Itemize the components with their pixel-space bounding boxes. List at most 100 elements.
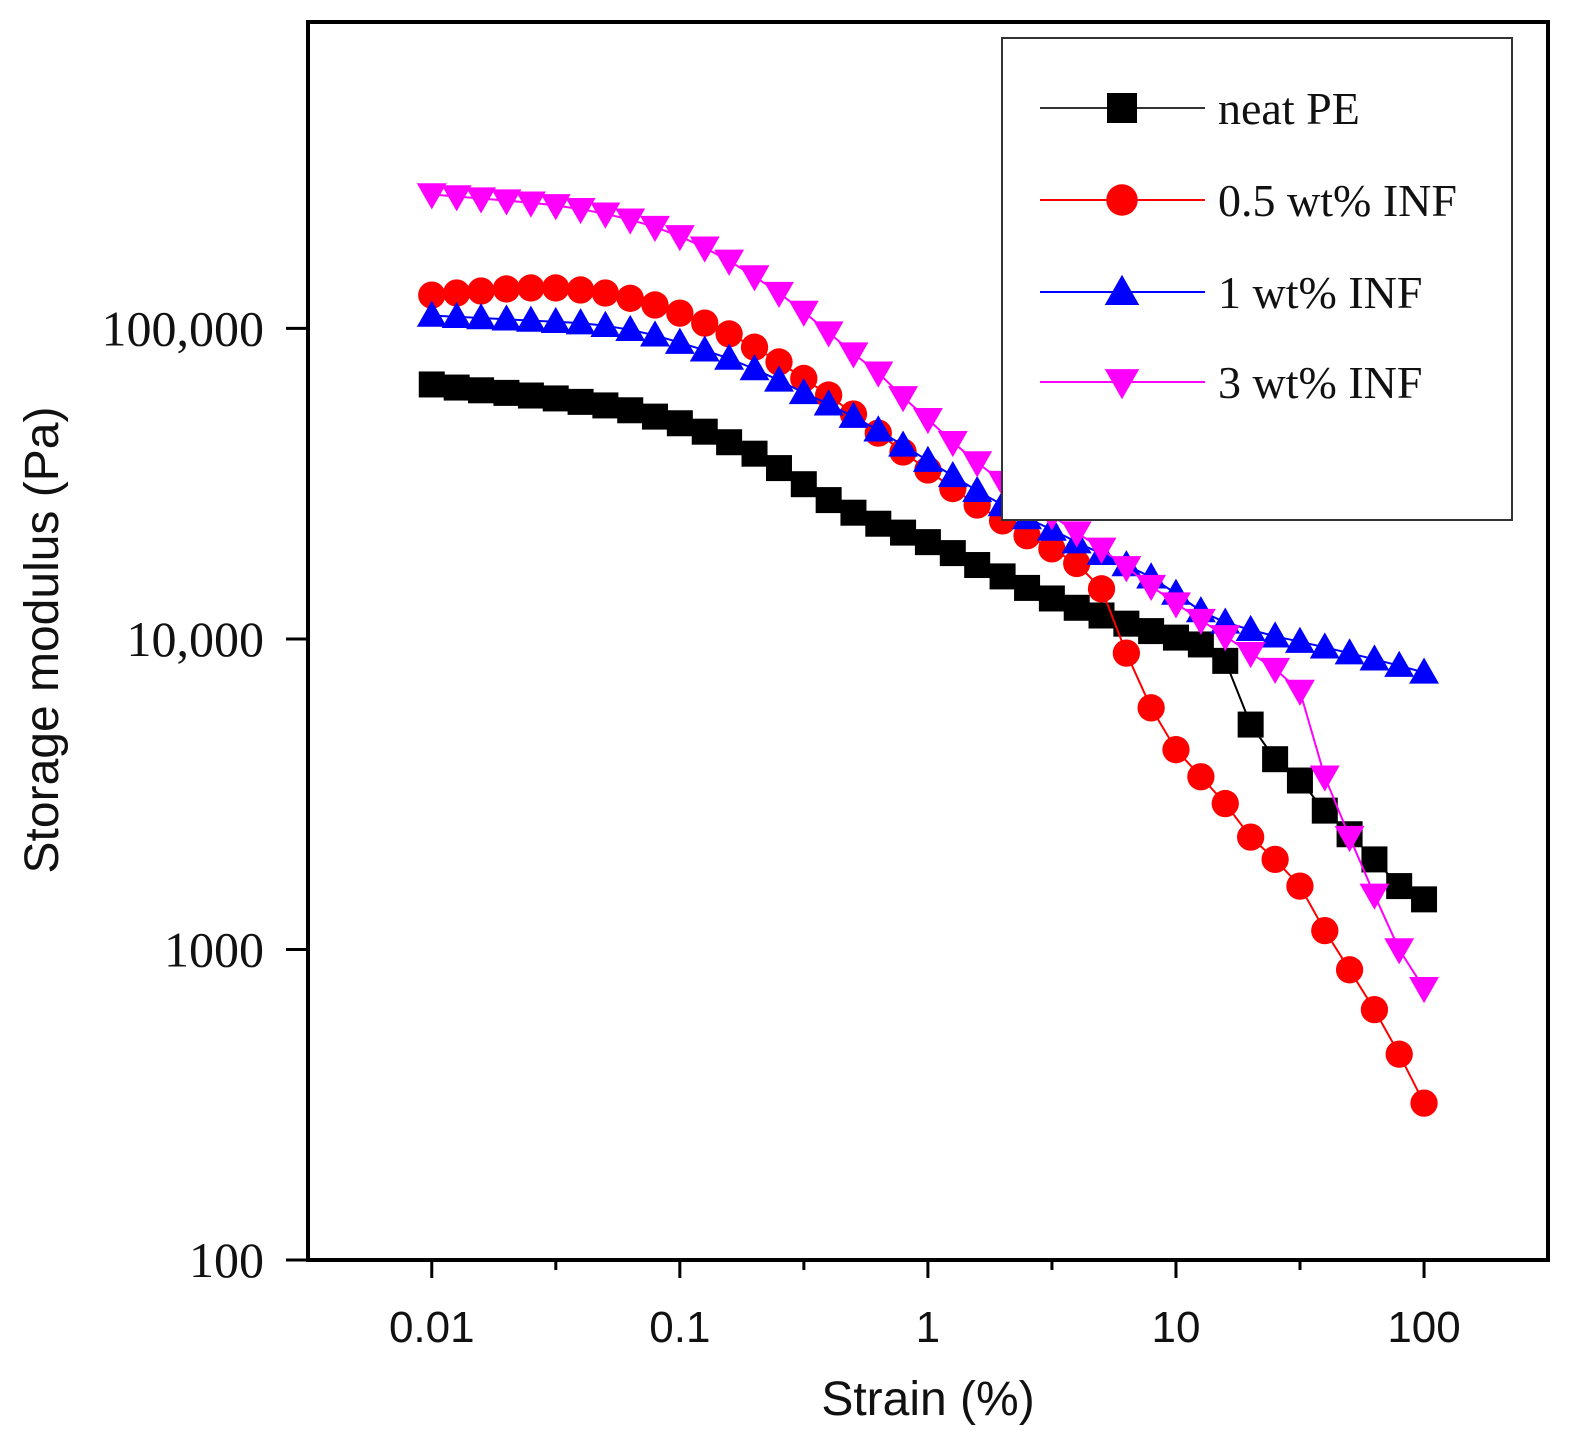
data-point (467, 277, 495, 305)
data-point (441, 301, 472, 329)
data-point (1309, 765, 1340, 792)
data-point (1111, 556, 1142, 583)
data-point (838, 401, 869, 428)
data-point (714, 249, 745, 276)
data-point (567, 388, 594, 415)
data-point (1311, 797, 1338, 824)
data-point (1237, 711, 1264, 738)
data-point (1038, 585, 1065, 612)
x-tick-label: 0.1 (649, 1303, 710, 1352)
y-tick-label: 100,000 (102, 300, 265, 356)
data-point (641, 403, 668, 430)
data-point (912, 445, 943, 472)
data-point (590, 202, 621, 229)
data-point (962, 475, 993, 502)
data-point (937, 460, 968, 488)
data-point (739, 354, 770, 381)
data-point (989, 563, 1016, 590)
data-point (715, 320, 743, 348)
data-point (540, 194, 571, 221)
data-point (416, 183, 447, 210)
legend-item: 0.5 wt% INF (1040, 175, 1457, 226)
data-point (764, 281, 794, 308)
data-point (565, 308, 596, 335)
data-point (1237, 823, 1265, 851)
data-point (1409, 977, 1439, 1004)
data-point (863, 361, 894, 388)
data-point (493, 379, 520, 406)
data-point (1211, 789, 1239, 818)
legend-item: 3 wt% INF (1040, 357, 1422, 408)
data-point (888, 430, 919, 457)
data-point (1384, 938, 1415, 965)
data-point (1235, 614, 1266, 642)
data-point (1087, 575, 1116, 603)
data-point (466, 187, 497, 214)
data-point (592, 392, 619, 419)
x-tick-label: 0.01 (389, 1303, 475, 1352)
data-point (416, 300, 447, 327)
data-point (666, 299, 694, 327)
data-point (1284, 626, 1315, 653)
legend-label: 3 wt% INF (1218, 357, 1422, 408)
data-point (443, 374, 470, 401)
data-point (640, 215, 670, 243)
data-point (664, 327, 695, 354)
legend-label: neat PE (1218, 83, 1360, 134)
data-point (740, 333, 769, 361)
data-point (1410, 1089, 1438, 1117)
data-point (1384, 650, 1415, 677)
data-point (714, 343, 745, 370)
data-point (716, 429, 743, 456)
data-point (1162, 624, 1189, 651)
data-point (788, 377, 819, 405)
data-point (1286, 872, 1314, 900)
data-point (565, 198, 596, 225)
data-point (517, 274, 545, 302)
data-point (840, 499, 867, 526)
data-point (863, 415, 894, 442)
data-point (691, 309, 719, 337)
data-point (939, 540, 966, 567)
data-point (1360, 996, 1389, 1024)
data-point (912, 408, 943, 435)
data-point (739, 265, 770, 292)
data-point (418, 281, 446, 309)
legend-item: neat PE (1040, 83, 1360, 134)
data-point (765, 348, 793, 376)
data-point (1138, 618, 1165, 645)
data-point (666, 410, 693, 437)
data-point (1260, 657, 1291, 684)
data-point (566, 276, 595, 304)
data-point (1409, 657, 1439, 684)
data-point (1385, 1040, 1413, 1068)
data-point (764, 365, 794, 392)
data-point (813, 321, 844, 348)
data-point (1260, 621, 1291, 648)
data-point (1309, 632, 1340, 659)
x-tick-label: 10 (1151, 1303, 1200, 1352)
data-point (515, 305, 546, 332)
data-point (615, 208, 646, 235)
x-tick-label: 100 (1387, 1303, 1460, 1352)
data-point (1334, 638, 1365, 665)
legend-item: 1 wt% INF (1040, 267, 1422, 318)
data-point (1014, 574, 1041, 601)
y-axis-title: Storage modulus (Pa) (16, 407, 69, 874)
data-point (691, 418, 718, 445)
legend-marker (1104, 369, 1140, 400)
data-point (888, 386, 919, 413)
series-1-wt-inf (416, 300, 1439, 684)
data-point (517, 382, 544, 409)
data-point (617, 397, 644, 424)
data-point (1286, 767, 1313, 794)
data-point (443, 279, 471, 307)
y-tick-label: 100 (189, 1232, 264, 1288)
data-point (418, 371, 445, 398)
data-point (1311, 916, 1339, 945)
data-point (741, 440, 768, 467)
data-point (1162, 736, 1190, 764)
data-point (1185, 608, 1216, 636)
y-axis: 100 1000 10,000 100,000 (102, 300, 308, 1288)
